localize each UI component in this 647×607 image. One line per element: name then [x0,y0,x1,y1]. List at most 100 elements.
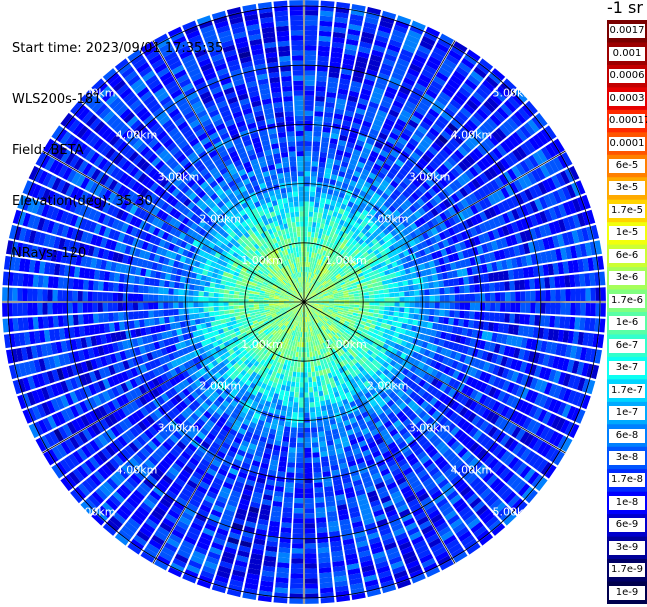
range-gate-cell [398,252,405,259]
range-gate-cell [368,155,377,163]
range-gate-cell [294,257,298,263]
range-gate-cell [304,75,315,81]
range-gate-cell [422,116,434,127]
range-gate-cell [551,175,561,189]
range-gate-cell [118,312,124,321]
range-gate-cell [421,153,432,164]
range-gate-cell [343,259,349,265]
range-gate-cell [374,212,382,220]
range-gate-cell [262,103,273,110]
range-gate-cell [27,303,33,316]
range-gate-cell [332,291,338,295]
range-gate-cell [339,134,348,142]
range-gate-cell [366,68,378,77]
range-gate-cell [338,293,344,297]
range-gate-cell [381,192,390,200]
range-gate-cell [553,205,563,219]
range-gate-cell [422,276,429,283]
range-gate-cell [343,221,349,228]
range-gate-cell [324,235,329,241]
range-gate-cell [300,277,302,283]
range-gate-cell [425,112,437,123]
range-gate-cell [191,100,203,110]
range-gate-cell [317,233,322,239]
range-gate-cell [385,158,394,167]
range-gate-cell [368,234,375,242]
range-gate-cell [348,90,360,98]
range-gate-cell [404,268,411,275]
range-gate-cell [524,188,534,201]
range-gate-cell [282,234,287,240]
range-gate-cell [339,297,345,300]
range-gate-cell [256,205,263,213]
range-gate-cell [517,268,525,279]
range-gate-cell [308,267,312,273]
range-gate-cell [282,267,287,273]
range-gate-cell [298,251,302,257]
range-gate-cell [306,272,309,278]
range-gate-cell [233,78,245,87]
range-gate-cell [490,240,499,251]
range-gate-cell [486,262,493,273]
range-gate-cell [320,192,327,199]
range-gate-cell [338,230,344,237]
range-gate-cell [533,184,543,197]
range-gate-cell [307,262,311,268]
range-gate-cell [143,310,149,319]
range-gate-cell [304,151,312,157]
range-gate-cell [304,60,316,66]
range-gate-cell [485,75,499,89]
range-gate-cell [322,213,328,220]
range-gate-cell [346,141,355,149]
range-gate-cell [570,245,578,259]
range-gate-cell [290,217,296,223]
range-gate-cell [198,302,204,308]
range-gate-cell [527,266,535,278]
range-gate-cell [544,162,555,176]
range-gate-cell [339,219,345,226]
range-gate-cell [324,262,329,269]
range-gate-cell [373,86,385,95]
range-gate-cell [297,288,300,293]
range-gate-cell [446,156,457,167]
range-gate-cell [362,120,372,128]
range-gate-cell [534,278,541,289]
range-gate-cell [342,245,349,251]
range-gate-cell [311,291,316,296]
range-gate-cell [473,275,480,284]
range-gate-cell [481,184,491,196]
range-gate-cell [233,294,239,299]
range-gate-cell [274,106,284,113]
range-gate-cell [313,299,319,301]
range-gate-cell [433,75,446,87]
range-gate-cell [301,251,304,257]
range-gate-cell [234,115,245,124]
range-gate-cell [377,25,392,34]
range-gate-cell [302,261,304,267]
range-gate-cell [329,138,338,145]
range-gate-cell [542,179,552,193]
range-gate-cell [441,272,448,280]
range-gate-cell [334,264,340,270]
range-gate-cell [287,196,294,203]
range-gate-cell [552,157,564,171]
range-gate-cell [370,167,379,176]
range-gate-cell [269,76,280,84]
range-gate-cell [258,304,264,307]
range-gate-cell [346,168,354,175]
range-gate-cell [287,248,291,255]
range-gate-cell [330,133,339,140]
range-gate-cell [329,254,334,260]
range-gate-cell [226,6,242,15]
range-gate-cell [306,282,309,288]
range-gate-cell [350,252,357,259]
range-gate-cell [322,293,328,296]
range-gate-cell [300,231,304,237]
range-gate-cell [196,53,210,63]
range-gate-cell [264,230,270,237]
range-gate-cell [316,75,327,82]
range-gate-cell [577,212,586,227]
range-gate-cell [234,36,248,45]
range-gate-cell [262,170,270,178]
